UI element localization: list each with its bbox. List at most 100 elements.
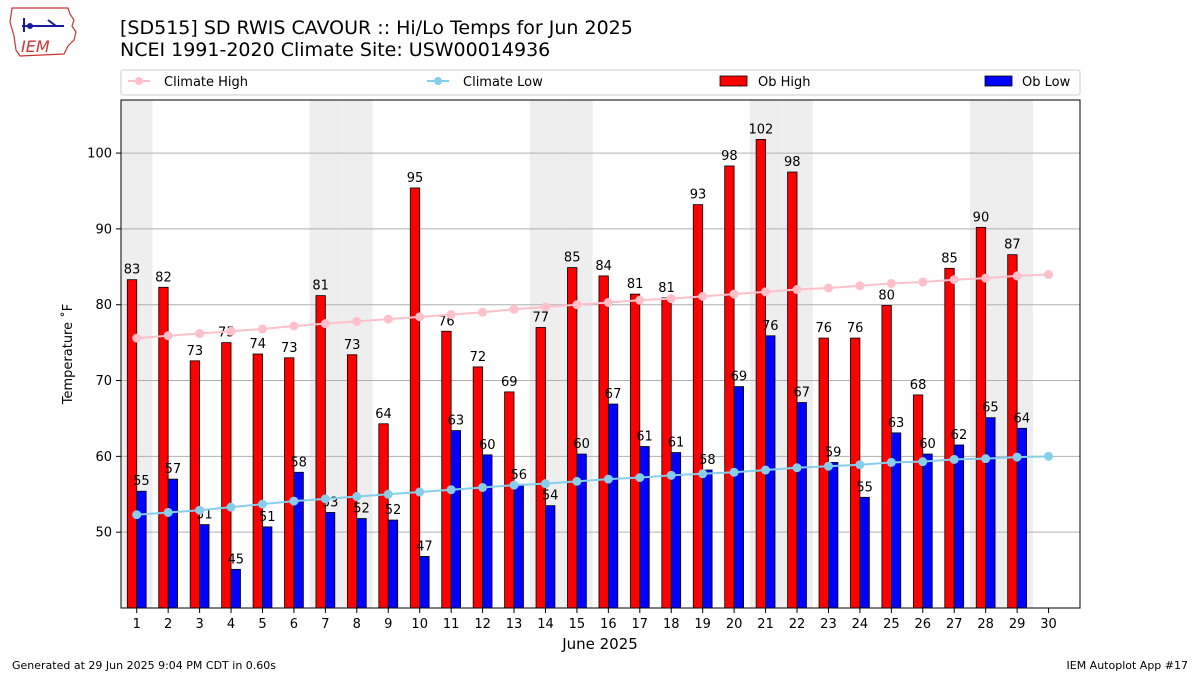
- ob-low-bar-16: [607, 403, 619, 609]
- ob-high-label-27: 85: [941, 251, 958, 266]
- ob-high-label-6: 73: [281, 341, 298, 356]
- ob-low-label-10: 47: [416, 539, 433, 554]
- x-tick-label-15: 15: [569, 617, 586, 632]
- ob-high-bar-28: [975, 226, 987, 609]
- ob-high-bar-19: [692, 204, 704, 609]
- climate-low-point-5: [257, 499, 267, 509]
- ob-low-label-17: 61: [636, 430, 653, 445]
- ob-low-label-15: 60: [573, 437, 590, 452]
- climate-high-point-12: [478, 307, 488, 317]
- x-tick-label-17: 17: [632, 617, 649, 632]
- ob-high-label-21: 102: [748, 122, 773, 137]
- y-tick-label-50: 50: [95, 526, 112, 541]
- ob-low-label-29: 64: [1014, 411, 1031, 426]
- climate-high-point-20: [729, 289, 739, 299]
- climate-low-point-22: [792, 463, 802, 473]
- ob-low-label-21: 76: [762, 319, 779, 334]
- ob-high-label-23: 76: [815, 321, 832, 336]
- ob-low-label-9: 52: [385, 503, 402, 518]
- ob-high-label-22: 98: [784, 155, 801, 170]
- ob-low-bar-2: [167, 478, 178, 609]
- climate-low-point-24: [855, 460, 865, 470]
- ob-low-bar-28: [985, 417, 996, 609]
- climate-low-point-4: [226, 502, 236, 512]
- ob-low-label-20: 69: [731, 370, 748, 385]
- climate-high-point-16: [603, 297, 613, 307]
- climate-low-point-20: [729, 467, 739, 477]
- climate-low-point-29: [1012, 452, 1022, 462]
- ob-low-label-22: 67: [793, 386, 810, 401]
- ob-low-bar-20: [733, 386, 744, 609]
- ob-high-bar-3: [189, 360, 201, 609]
- climate-high-point-8: [352, 316, 362, 326]
- legend-ob-high-swatch: [719, 75, 748, 87]
- climate-low-point-16: [603, 474, 613, 484]
- ob-low-bar-8: [356, 518, 367, 609]
- ob-high-bar-23: [818, 337, 829, 609]
- ob-high-bar-16: [598, 275, 609, 609]
- climate-high-point-19: [698, 291, 708, 301]
- ob-high-label-12: 72: [470, 350, 487, 365]
- ob-low-label-28: 65: [982, 401, 999, 416]
- climate-high-point-11: [446, 310, 456, 320]
- ob-high-label-9: 64: [375, 407, 392, 422]
- x-tick-label-26: 26: [915, 617, 932, 632]
- climate-high-point-28: [981, 273, 991, 283]
- y-axis-label: Temperature ˚F: [60, 304, 76, 405]
- climate-high-point-13: [509, 304, 519, 314]
- climate-low-point-2: [163, 507, 173, 517]
- ob-low-bar-27: [953, 444, 965, 609]
- app-note: IEM Autoplot App #17: [1066, 659, 1189, 672]
- climate-high-point-30: [1044, 269, 1054, 279]
- logo-text: IEM: [21, 37, 50, 56]
- climate-low-point-30: [1044, 451, 1054, 461]
- climate-high-point-22: [792, 285, 802, 295]
- x-tick-label-8: 8: [353, 617, 361, 632]
- ob-high-bar-17: [629, 293, 641, 609]
- ob-low-bar-19: [702, 469, 713, 609]
- title-line-2: NCEI 1991-2020 Climate Site: USW00014936: [120, 39, 551, 61]
- ob-high-label-25: 80: [878, 288, 895, 303]
- ob-high-label-1: 83: [124, 263, 141, 278]
- ob-low-bar-22: [796, 402, 807, 609]
- ob-low-label-25: 63: [888, 416, 905, 431]
- ob-high-label-16: 84: [595, 259, 612, 274]
- ob-high-bar-4: [221, 342, 232, 609]
- x-tick-label-25: 25: [883, 617, 900, 632]
- x-tick-label-10: 10: [411, 617, 428, 632]
- x-tick-label-30: 30: [1040, 617, 1057, 632]
- climate-low-point-12: [478, 482, 488, 492]
- legend-ob-low-swatch: [984, 75, 1013, 87]
- plot-frame: [120, 99, 1081, 609]
- iem-logo: IEM: [9, 7, 77, 57]
- climate-low-point-23: [823, 461, 833, 471]
- x-tick-label-21: 21: [757, 617, 774, 632]
- x-tick-label-13: 13: [506, 617, 523, 632]
- ob-low-label-8: 52: [353, 502, 370, 517]
- x-tick-label-14: 14: [537, 617, 554, 632]
- climate-high-point-3: [195, 329, 205, 339]
- ob-high-bar-25: [881, 305, 892, 609]
- ob-high-label-15: 85: [564, 251, 581, 266]
- ob-high-label-3: 73: [187, 344, 204, 359]
- climate-low-point-13: [509, 480, 519, 490]
- ob-low-bar-13: [513, 484, 524, 609]
- climate-high-point-2: [163, 331, 173, 341]
- title-line-1: [SD515] SD RWIS CAVOUR :: Hi/Lo Temps fo…: [120, 17, 633, 39]
- x-tick-label-11: 11: [443, 617, 460, 632]
- y-tick-label-70: 70: [95, 374, 112, 389]
- ob-low-bar-7: [324, 512, 336, 609]
- ob-low-bar-17: [639, 446, 650, 609]
- x-tick-label-3: 3: [195, 617, 203, 632]
- legend-box: [120, 69, 1081, 96]
- y-tick-label-90: 90: [95, 222, 112, 237]
- climate-low-point-17: [635, 473, 645, 483]
- ob-low-bar-5: [262, 526, 273, 609]
- x-tick-label-24: 24: [852, 617, 869, 632]
- ob-low-label-5: 51: [259, 510, 276, 525]
- x-tick-label-1: 1: [133, 617, 141, 632]
- legend-climate-low-marker: [434, 77, 442, 85]
- ob-high-bar-6: [284, 357, 295, 609]
- climate-high-point-18: [666, 294, 676, 304]
